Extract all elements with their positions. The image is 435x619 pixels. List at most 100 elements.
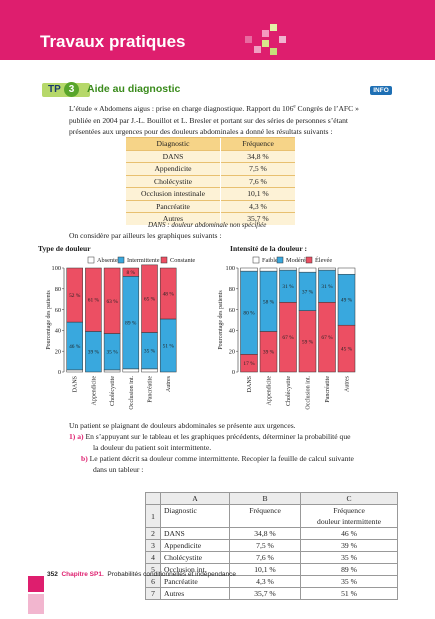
charts-intro: On considère par ailleurs les graphiques…: [69, 231, 222, 240]
data-label: 39 %: [263, 350, 275, 356]
table-row: 5 Occlusion int. 10,1 % 89 %: [145, 563, 398, 576]
tp-number: 3: [64, 82, 79, 97]
y-tick-label: 100: [226, 265, 235, 272]
table-row: 2 DANS 34,8 % 46 %: [145, 527, 398, 540]
legend-label: Absente: [97, 257, 118, 264]
table-header-row: Diagnostic Fréquence: [126, 137, 295, 150]
table-cell: DANS: [126, 149, 221, 163]
legend-swatch: [160, 256, 168, 264]
y-axis-label: Pourcentage des patients: [46, 290, 52, 350]
y-tick-label: 80: [55, 286, 61, 293]
table-cell: DANS: [160, 527, 230, 540]
category-label: Occlusion int.: [306, 376, 312, 410]
table-cell: 10,1 %: [220, 187, 295, 200]
category-label: Cholécystite: [286, 376, 292, 406]
y-tick-label: 20: [55, 348, 61, 355]
section-title: Aide au diagnostic: [87, 83, 181, 95]
table-cell: Appendicite: [126, 162, 221, 175]
data-label: 35 %: [144, 349, 156, 355]
chart-title: Intensité de la douleur :: [230, 244, 308, 253]
table-cell: 51 %: [300, 587, 398, 600]
table-row: Appendicite 7,5 %: [126, 162, 295, 175]
data-label: 89 %: [125, 321, 137, 327]
category-label: Appendicite: [91, 376, 97, 406]
row-number: 7: [145, 587, 161, 600]
table-row: 7 Autres 35,7 % 51 %: [145, 587, 398, 600]
data-label: 65 %: [144, 297, 156, 303]
table-cell: Autres: [126, 212, 221, 225]
bar-constante: [66, 267, 83, 323]
legend-label: Élevée: [315, 256, 332, 264]
data-label: 8 %: [127, 270, 136, 276]
category-label: DANS: [73, 376, 79, 392]
legend-label: Faible: [262, 257, 278, 264]
legend-swatch: [117, 256, 125, 264]
bar-faible: [240, 267, 258, 272]
table-row: 6 Pancréatite 4,3 % 35 %: [145, 575, 398, 588]
table-cell: 4,3 %: [220, 199, 295, 213]
table-row: Occlusion intestinale 10,1 %: [126, 187, 295, 200]
table-cell: 7,6 %: [220, 174, 295, 188]
data-label: 48 %: [163, 291, 175, 297]
tp-label: TP: [48, 84, 61, 95]
column-letter: A: [160, 492, 230, 505]
table-cell: Fréquence: [229, 504, 301, 528]
table-row: 1 Diagnostic Fréquence Fréquence douleur …: [145, 504, 398, 528]
decor-square: [262, 30, 269, 37]
y-tick-label: 20: [229, 348, 235, 355]
y-tick-label: 100: [52, 265, 61, 272]
table-row: 4 Cholécystite 7,6 % 35 %: [145, 551, 398, 564]
data-label: 45 %: [341, 347, 353, 353]
bar-constante: [159, 267, 177, 320]
category-label: Autres: [345, 375, 351, 392]
decor-square: [254, 46, 261, 53]
decor-square: [270, 48, 277, 55]
y-tick-label: 60: [229, 307, 235, 314]
category-label: Pancréatite: [325, 376, 331, 403]
question-letter: b): [81, 454, 88, 463]
category-label: Appendicite: [267, 376, 273, 406]
bar-constante: [122, 267, 140, 277]
row-number: 2: [145, 527, 161, 540]
question-letter: a): [77, 432, 84, 441]
table-cell: 4,3 %: [229, 575, 301, 588]
chapter-label: Chapitre SP1.: [61, 571, 104, 578]
question-1b-line2: dans un tableur :: [93, 465, 144, 474]
question-number: 1): [69, 432, 76, 441]
table-cell: Autres: [160, 587, 230, 600]
table-cell: 7,5 %: [220, 162, 295, 175]
category-label: Pancréatite: [148, 376, 154, 403]
question-1a: 1) a) En s’appuyant sur le tableau et le…: [69, 432, 351, 441]
data-label: 67 %: [321, 335, 333, 341]
spreadsheet-table: A B C 1 Diagnostic Fréquence Fréquence do…: [145, 492, 398, 600]
bar-faible: [279, 267, 297, 271]
y-tick-label: 0: [232, 369, 235, 376]
row-number: 3: [145, 539, 161, 552]
page-number: 352: [47, 571, 58, 578]
chart-title: Type de douleur: [38, 244, 91, 253]
table-cell: Diagnostic: [160, 504, 230, 528]
footer: 352 Chapitre SP1. Probabilités condition…: [47, 571, 236, 578]
row-number: 4: [145, 551, 161, 564]
question-intro: Un patient se plaignant de douleurs abdo…: [69, 421, 296, 430]
legend-swatch: [276, 256, 284, 264]
row-number: 1: [145, 504, 161, 528]
data-label: 51 %: [163, 343, 175, 349]
data-label: 46 %: [69, 344, 81, 350]
decor-square: [270, 24, 277, 31]
table-cell: 7,6 %: [229, 551, 301, 564]
table-cell: 39 %: [300, 539, 398, 552]
table-cell: 10,1 %: [229, 563, 301, 576]
bar-faible: [259, 267, 278, 272]
data-label: 80 %: [243, 311, 255, 317]
decor-square: [279, 36, 286, 43]
data-label: 39 %: [88, 350, 100, 356]
table-cell: 34,8 %: [220, 149, 295, 163]
table-cell: Cholécystite: [160, 551, 230, 564]
decor-square: [245, 36, 252, 43]
table-cell: 35 %: [300, 575, 398, 588]
row-number: 5: [145, 563, 161, 576]
bar-constante: [141, 264, 158, 333]
legend-swatch: [252, 256, 260, 264]
